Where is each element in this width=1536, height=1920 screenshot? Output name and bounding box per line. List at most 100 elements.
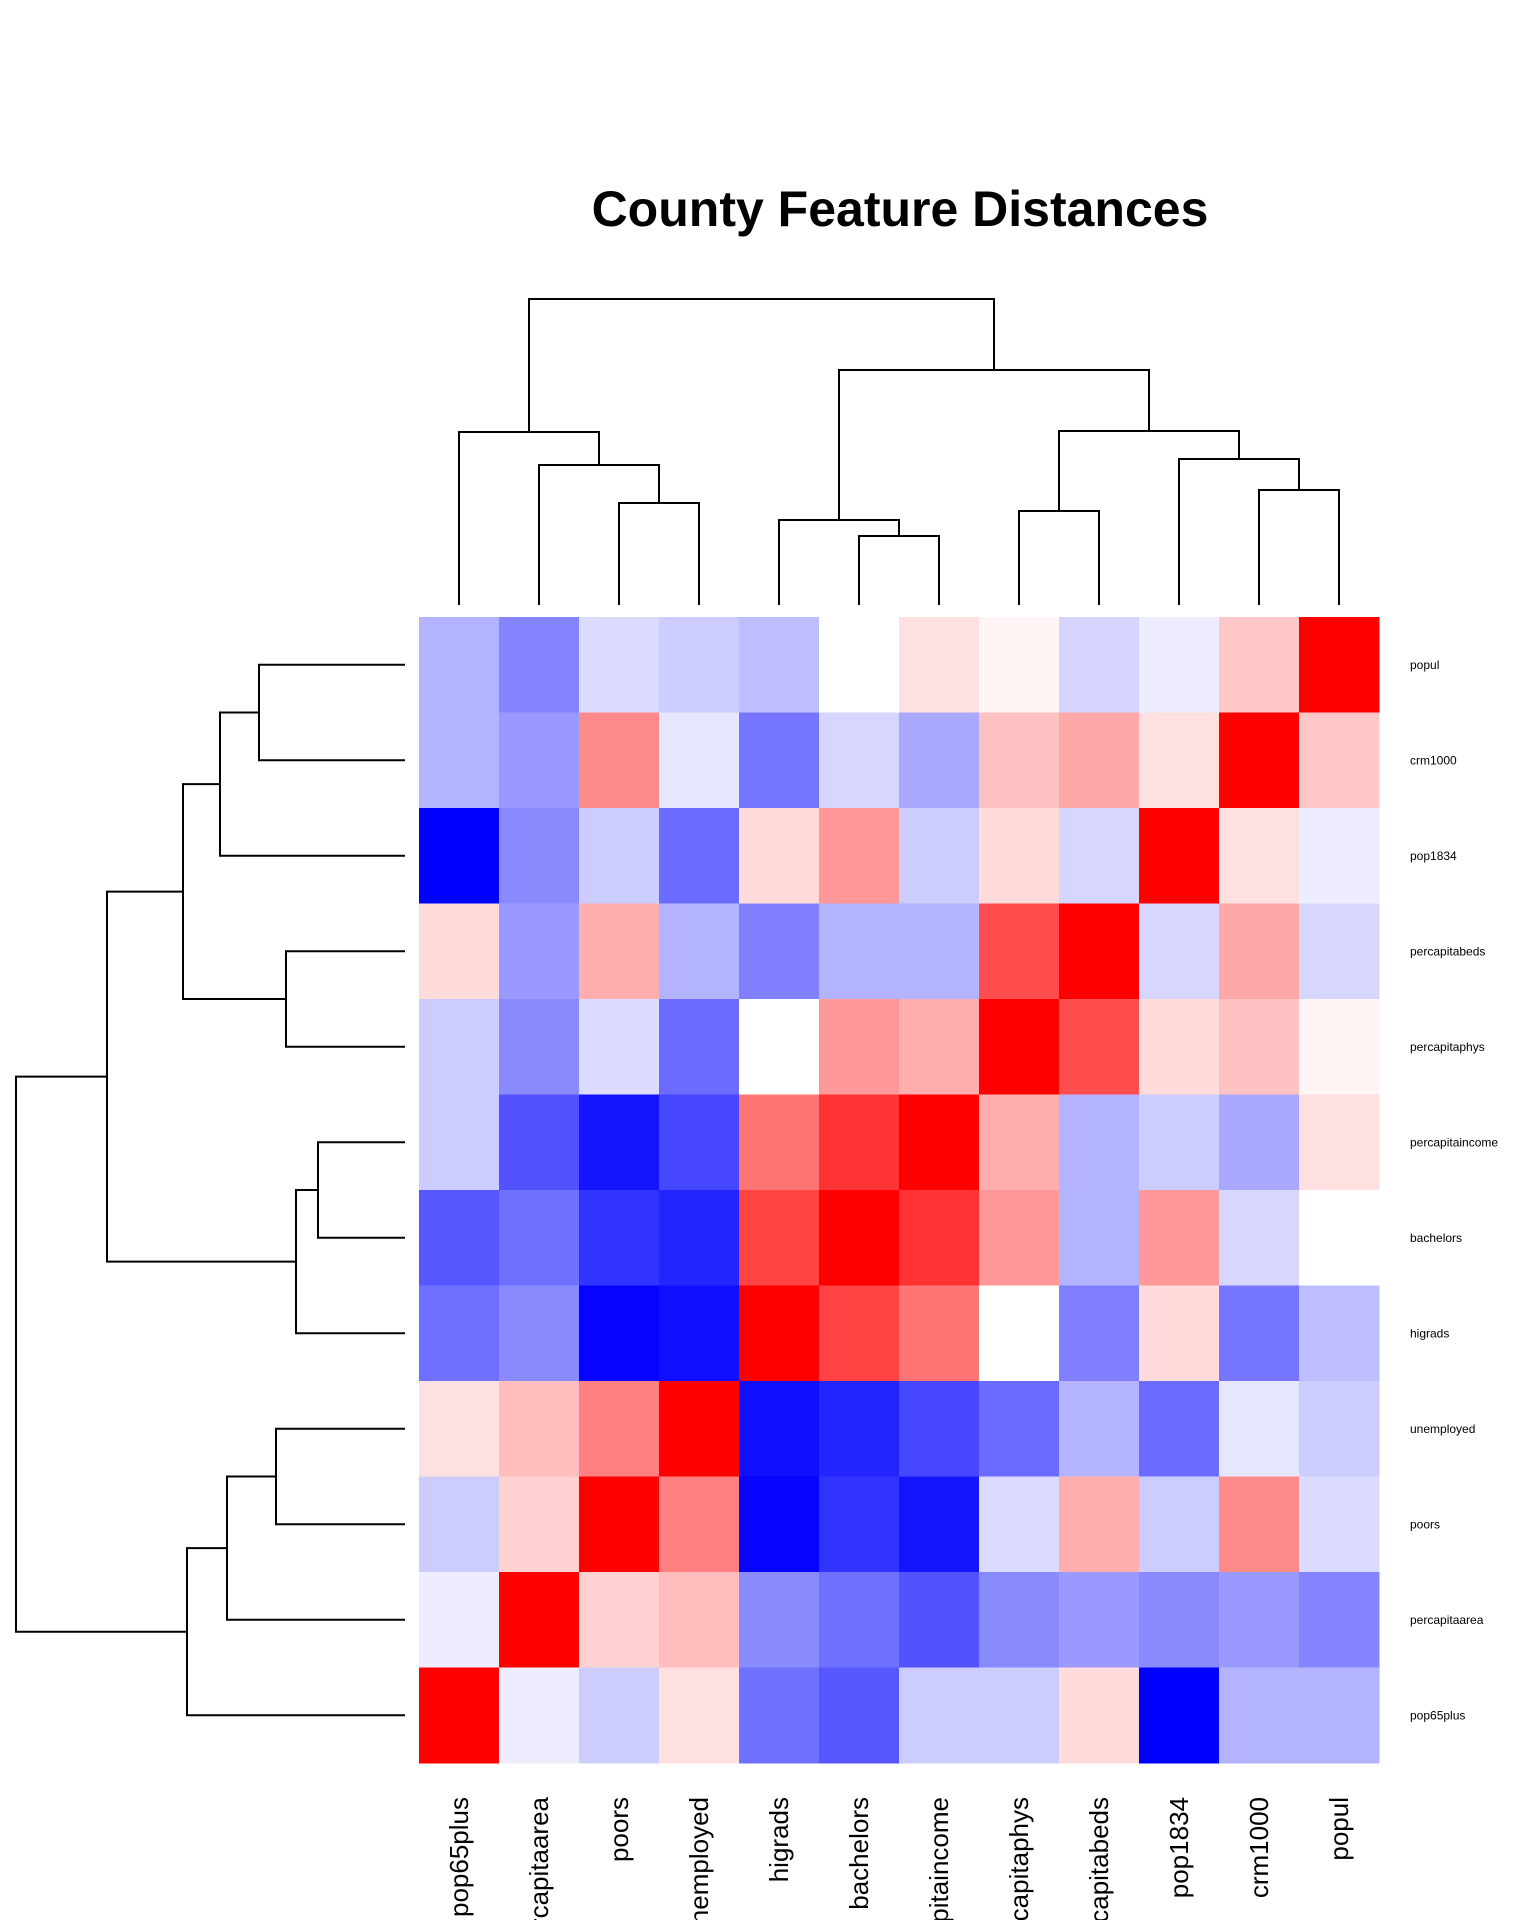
heatmap-cell [1059, 1572, 1140, 1668]
heatmap-cell [1139, 712, 1220, 809]
dendrogram-link [618, 502, 700, 605]
dendrogram-link [1258, 489, 1340, 605]
column-label: poors [604, 1797, 634, 1862]
heatmap-cell [1219, 1285, 1300, 1382]
heatmap-cell [979, 903, 1060, 1000]
heatmap-cell [659, 903, 740, 1000]
heatmap-cell [1139, 903, 1220, 1000]
heatmap-cell [499, 903, 580, 1000]
heatmap-cell [1219, 1476, 1300, 1573]
heatmap-cell [1219, 1094, 1300, 1191]
heatmap-cell [979, 712, 1060, 809]
row-label: unemployed [1410, 1422, 1475, 1436]
dendrogram-link [778, 519, 900, 605]
heatmap-cell [979, 1190, 1060, 1286]
heatmap-cell [579, 1190, 660, 1286]
heatmap-cell [819, 999, 900, 1095]
heatmap-cell [499, 1381, 580, 1477]
heatmap-cell [819, 1094, 900, 1191]
dendrogram-link [838, 369, 1150, 520]
heatmap-cell [1059, 999, 1140, 1095]
heatmap-cell [419, 712, 500, 809]
heatmap-cell [419, 1190, 500, 1286]
heatmap-cell [419, 808, 500, 904]
heatmap-cell [899, 1572, 980, 1668]
heatmap-cell [1059, 1476, 1140, 1573]
heatmap-cell [1059, 1094, 1140, 1191]
heatmap-cell [899, 903, 980, 1000]
heatmap-cell [499, 999, 580, 1095]
heatmap-cell [659, 617, 740, 713]
heatmap-cell [659, 808, 740, 904]
column-label: percapitaarea [524, 1796, 554, 1920]
heatmap-cell [739, 999, 820, 1095]
heatmap-cell [739, 1094, 820, 1191]
heatmap-cell [1059, 808, 1140, 904]
heatmap-cell [579, 1094, 660, 1191]
heatmap-cell [499, 1667, 580, 1764]
heatmap-cell [739, 1572, 820, 1668]
dendrogram-link [295, 1189, 405, 1335]
heatmap-cell [899, 712, 980, 809]
column-label: crm1000 [1244, 1797, 1274, 1898]
heatmap-cell [739, 1285, 820, 1382]
heatmap-cell [499, 1285, 580, 1382]
heatmap-cell [579, 999, 660, 1095]
heatmap-cell [1139, 1572, 1220, 1668]
heatmap-cell [1219, 712, 1300, 809]
heatmap-cell [659, 1667, 740, 1764]
dendrogram-link [182, 783, 286, 1000]
heatmap-cell [739, 1190, 820, 1286]
row-label: higrads [1410, 1326, 1449, 1340]
heatmap-cell [1059, 712, 1140, 809]
dendrogram-link [458, 431, 600, 605]
heatmap-cell [899, 1381, 980, 1477]
heatmap-cell [1299, 1381, 1380, 1477]
heatmap-cell [899, 1667, 980, 1764]
heatmap-cell [1059, 1190, 1140, 1286]
dendrogram-link [106, 890, 296, 1263]
row-label: percapitabeds [1410, 944, 1485, 958]
heatmap-cell [1299, 1667, 1380, 1764]
row-label: pop65plus [1410, 1708, 1465, 1722]
dendrogram-link [1178, 458, 1300, 605]
heatmap-cell [499, 808, 580, 904]
heatmap-cell [579, 1667, 660, 1764]
column-label: percapitabeds [1084, 1797, 1114, 1920]
heatmap-cell [1299, 1476, 1380, 1573]
heatmap-cell [979, 1094, 1060, 1191]
heatmap-cell [659, 1094, 740, 1191]
column-label: pop1834 [1164, 1797, 1194, 1898]
dendrogram-link [186, 1547, 405, 1717]
heatmap-cell [819, 808, 900, 904]
heatmap-cell [979, 1667, 1060, 1764]
heatmap-cell [419, 903, 500, 1000]
heatmap-cell [579, 1476, 660, 1573]
heatmap-cell [979, 999, 1060, 1095]
heatmap-cell [899, 1094, 980, 1191]
heatmap-cell [739, 1667, 820, 1764]
heatmap-cell [419, 1476, 500, 1573]
heatmap-cell [1299, 1572, 1380, 1668]
dendrogram-link [275, 1427, 405, 1526]
column-label: pop65plus [444, 1797, 474, 1917]
heatmap-cell [899, 617, 980, 713]
heatmap-cell [579, 808, 660, 904]
heatmap-cell [499, 1094, 580, 1191]
heatmap-cell [1219, 1572, 1300, 1668]
dendrogram-link [15, 1075, 187, 1633]
heatmap-cell [1299, 1094, 1380, 1191]
heatmap-cell [1219, 617, 1300, 713]
heatmap-cell [579, 712, 660, 809]
heatmap-cell [1139, 1667, 1220, 1764]
heatmap-cell [1139, 1190, 1220, 1286]
heatmap-cell [1139, 808, 1220, 904]
heatmap-cell [419, 1572, 500, 1668]
heatmap-cell [499, 1190, 580, 1286]
heatmap-cell [419, 999, 500, 1095]
heatmap-cell [1059, 1667, 1140, 1764]
heatmap-cell [979, 1476, 1060, 1573]
heatmap-cell [739, 617, 820, 713]
heatmap-cell [659, 1476, 740, 1573]
heatmap-cell [579, 1381, 660, 1477]
